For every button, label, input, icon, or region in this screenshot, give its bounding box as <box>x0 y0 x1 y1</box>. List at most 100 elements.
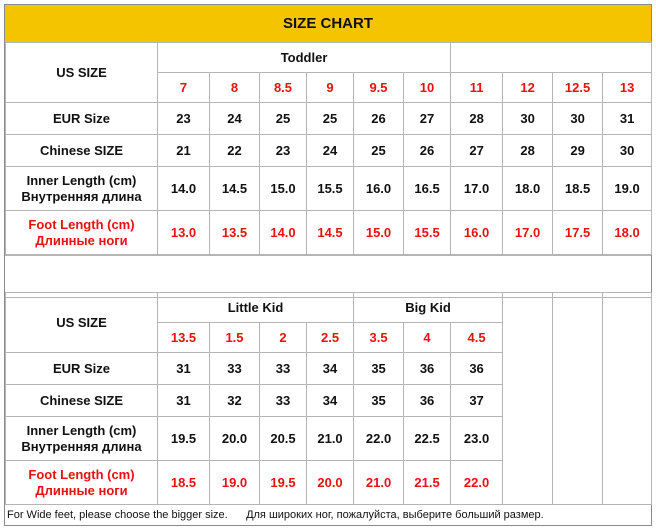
us-size-cell: 11 <box>450 72 504 103</box>
eur-size-label: EUR Size <box>5 102 158 135</box>
big-kid-group-label: Big Kid <box>353 292 504 323</box>
inner-length-cell: 16.5 <box>402 166 452 211</box>
us-size-cell: 4.5 <box>450 322 504 353</box>
eur-size-cell: 27 <box>402 102 452 135</box>
eur-size-cell: 35 <box>353 352 405 385</box>
foot-length-cell: 13.0 <box>157 210 210 255</box>
chinese-size-cell: 27 <box>450 134 504 167</box>
foot-length-label: Foot Length (cm) Длинные ноги <box>5 210 158 255</box>
foot-length-cell: 14.0 <box>259 210 307 255</box>
foot-length-cell: 19.5 <box>259 460 307 505</box>
us-size-cell: 3.5 <box>353 322 405 353</box>
foot-length-cell: 16.0 <box>450 210 504 255</box>
little-kid-group-label: Little Kid <box>156 292 355 323</box>
inner-length-cell: 18.0 <box>502 166 554 211</box>
us-size-cell: 8 <box>209 72 260 103</box>
inner-length-cell: 20.0 <box>209 416 260 461</box>
foot-length-label: Foot Length (cm) Длинные ноги <box>5 460 158 505</box>
foot-length-cell: 22.0 <box>450 460 504 505</box>
us-size-cell: 2.5 <box>305 322 355 353</box>
eur-size-cell: 36 <box>403 352 452 385</box>
foot-length-cell: 18.0 <box>602 210 653 255</box>
inner-length-label-ru: Внутренняя длина <box>21 438 142 454</box>
eur-size-cell: 24 <box>209 102 260 135</box>
us-size-cell: 12 <box>502 72 554 103</box>
us-size-cell: 1.5 <box>209 322 260 353</box>
us-size-cell: 13 <box>602 72 653 103</box>
foot-length-cell: 15.5 <box>402 210 452 255</box>
us-size-label: US SIZE <box>5 292 158 353</box>
us-size-cell: 9 <box>306 72 354 103</box>
inner-length-label-en: Inner Length (cm) <box>26 172 137 188</box>
chinese-size-cell: 31 <box>157 384 210 417</box>
empty-cell <box>552 292 604 505</box>
us-size-label: US SIZE <box>5 42 158 103</box>
chinese-size-cell: 35 <box>353 384 405 417</box>
chart-title: SIZE CHART <box>5 5 651 43</box>
foot-length-label-en: Foot Length (cm) <box>28 216 135 232</box>
chinese-size-cell: 21 <box>157 134 210 167</box>
inner-length-cell: 21.0 <box>305 416 355 461</box>
us-size-cell: 12.5 <box>552 72 604 103</box>
empty-cell <box>502 292 554 505</box>
foot-length-label-ru: Длинные ноги <box>35 482 128 498</box>
eur-size-cell: 25 <box>306 102 354 135</box>
chinese-size-cell: 23 <box>259 134 307 167</box>
chinese-size-cell: 37 <box>450 384 504 417</box>
wide-feet-note: For Wide feet, please choose the bigger … <box>5 504 651 525</box>
foot-length-cell: 14.5 <box>306 210 354 255</box>
inner-length-label-ru: Внутренняя длина <box>21 188 142 204</box>
chinese-size-cell: 30 <box>602 134 653 167</box>
inner-length-cell: 15.0 <box>259 166 307 211</box>
chinese-size-cell: 33 <box>259 384 307 417</box>
eur-size-cell: 31 <box>602 102 653 135</box>
top-size-table: US SIZE Toddler 7 8 8.5 9 9.5 10 11 12 1… <box>5 42 653 255</box>
toddler-group-label: Toddler <box>156 42 452 73</box>
chinese-size-cell: 26 <box>402 134 452 167</box>
chinese-size-cell: 28 <box>502 134 554 167</box>
chinese-size-cell: 34 <box>305 384 355 417</box>
foot-length-cell: 13.5 <box>209 210 260 255</box>
foot-length-cell: 17.0 <box>502 210 554 255</box>
chinese-size-cell: 32 <box>209 384 260 417</box>
foot-length-cell: 20.0 <box>305 460 355 505</box>
inner-length-cell: 19.0 <box>602 166 653 211</box>
us-size-cell: 4 <box>403 322 452 353</box>
foot-length-cell: 21.0 <box>353 460 405 505</box>
us-size-cell: 9.5 <box>353 72 404 103</box>
us-size-cell: 10 <box>402 72 452 103</box>
bottom-size-table: US SIZE Little Kid Big Kid 13.5 1.5 2 2.… <box>5 292 653 505</box>
eur-size-cell: 23 <box>157 102 210 135</box>
chinese-size-label: Chinese SIZE <box>5 134 158 167</box>
inner-length-label-en: Inner Length (cm) <box>26 422 137 438</box>
eur-size-cell: 30 <box>502 102 554 135</box>
inner-length-cell: 15.5 <box>306 166 354 211</box>
us-size-cell: 7 <box>157 72 210 103</box>
us-size-cell: 13.5 <box>157 322 210 353</box>
inner-length-cell: 14.0 <box>157 166 210 211</box>
inner-length-label: Inner Length (cm) Внутренняя длина <box>5 166 158 211</box>
chinese-size-cell: 25 <box>353 134 404 167</box>
foot-length-cell: 15.0 <box>353 210 404 255</box>
chinese-size-cell: 29 <box>552 134 604 167</box>
empty-cell <box>602 292 653 505</box>
foot-length-label-ru: Длинные ноги <box>35 232 128 248</box>
foot-length-cell: 19.0 <box>209 460 260 505</box>
eur-size-cell: 34 <box>305 352 355 385</box>
eur-size-cell: 33 <box>259 352 307 385</box>
inner-length-cell: 22.0 <box>353 416 405 461</box>
foot-length-cell: 21.5 <box>403 460 452 505</box>
foot-length-cell: 18.5 <box>157 460 210 505</box>
size-chart: SIZE CHART US SIZE Toddler 7 8 8.5 9 9.5… <box>4 4 653 526</box>
inner-length-cell: 20.5 <box>259 416 307 461</box>
us-size-cell: 2 <box>259 322 307 353</box>
chinese-size-cell: 24 <box>306 134 354 167</box>
inner-length-cell: 14.5 <box>209 166 260 211</box>
eur-size-cell: 36 <box>450 352 504 385</box>
empty-group-cell <box>450 42 653 73</box>
eur-size-cell: 28 <box>450 102 504 135</box>
chinese-size-cell: 36 <box>403 384 452 417</box>
inner-length-cell: 22.5 <box>403 416 452 461</box>
eur-size-cell: 31 <box>157 352 210 385</box>
inner-length-cell: 19.5 <box>157 416 210 461</box>
